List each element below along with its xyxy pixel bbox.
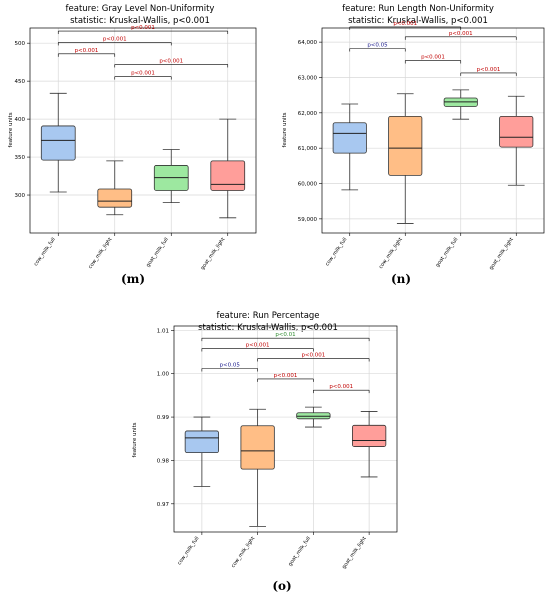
plot-frame xyxy=(173,325,398,533)
chart-title: feature: Gray Level Non-Uniformity xyxy=(66,4,215,14)
y-axis-label: feature units xyxy=(282,112,288,147)
y-tick-label: 0.97 xyxy=(157,502,170,508)
box-goat_milk_light xyxy=(499,115,534,148)
p-value-label: p<0.05 xyxy=(220,363,241,369)
y-tick-label: 1.01 xyxy=(157,328,169,334)
panel-label: (m) xyxy=(121,272,145,286)
y-tick-label: 0.98 xyxy=(157,458,170,464)
box-goat_milk_light xyxy=(351,424,387,447)
x-tick-label: cow_milk_full xyxy=(33,237,57,268)
box-cow_milk_full xyxy=(184,430,219,454)
p-value-label: p<0.001 xyxy=(329,384,353,390)
box-goat_milk_light xyxy=(210,160,246,191)
y-tick-label: 60,000 xyxy=(298,182,318,188)
box-cow_milk_full xyxy=(332,122,367,154)
x-tick-label: goat_milk_light xyxy=(488,237,515,272)
x-tick-label: goat_milk_full xyxy=(435,237,460,269)
x-tick-label: cow_milk_full xyxy=(324,237,348,268)
y-tick-label: 64,000 xyxy=(298,40,318,46)
y-tick-label: 400 xyxy=(15,117,26,123)
plot-area: 0.97 0.98 0.99 1.00 1.01 cow_milk_full cow_mil… xyxy=(157,325,398,571)
y-tick-label: 63,000 xyxy=(298,75,318,81)
p-value-label: p<0.001 xyxy=(449,31,473,37)
p-value-label: p<0.001 xyxy=(159,58,183,64)
p-value-label: p<0.001 xyxy=(103,36,127,42)
x-tick-label: cow_milk_light xyxy=(378,237,404,270)
y-tick-label: 59,000 xyxy=(298,217,318,223)
chart-panel-n: feature: Run Length Non-Uniformity stati… xyxy=(282,4,545,286)
chart-panel-m: feature: Gray Level Non-Uniformity stati… xyxy=(8,4,257,286)
y-tick-label: 500 xyxy=(15,41,26,47)
box-cow_milk_light xyxy=(388,115,423,176)
p-value-label: p<0.01 xyxy=(275,332,295,338)
y-axis-label: feature units xyxy=(132,422,138,457)
y-tick-label: 61,000 xyxy=(298,146,318,152)
panel-label: (o) xyxy=(272,579,291,593)
p-value-label: p<0.001 xyxy=(75,48,99,54)
y-tick-label: 1.00 xyxy=(157,372,170,378)
p-value-label: p<0.05 xyxy=(367,43,388,49)
chart-subtitle: statistic: Kruskal-Wallis, p<0.001 xyxy=(198,323,338,333)
x-tick-label: goat_milk_light xyxy=(200,237,227,272)
p-value-label: p<0.001 xyxy=(274,373,298,379)
chart-subtitle: statistic: Kruskal-Wallis, p<0.001 xyxy=(348,16,488,26)
plot-area: 59,000 60,000 61,000 62,000 63,000 64,000 cow_… xyxy=(298,21,545,272)
y-tick-label: 62,000 xyxy=(298,111,318,117)
box-cow_milk_light xyxy=(240,425,275,470)
box-cow_milk_light xyxy=(97,188,133,208)
y-axis-label: feature units xyxy=(8,112,14,147)
p-value-label: p<0.001 xyxy=(301,353,325,359)
y-tick-label: 350 xyxy=(15,155,26,161)
p-value-label: p<0.001 xyxy=(131,71,155,77)
chart-panel-o: feature: Run Percentage statistic: Krusk… xyxy=(132,311,398,593)
x-tick-label: goat_milk_light xyxy=(341,536,368,571)
chart-title: feature: Run Percentage xyxy=(216,311,319,321)
x-tick-label: cow_milk_light xyxy=(230,536,256,569)
plot-frame xyxy=(29,27,257,234)
plot-area: 300 350 400 450 500 cow_milk_full cow_milk_lig… xyxy=(15,25,257,271)
p-value-label: p<0.001 xyxy=(131,25,155,31)
y-tick-label: 450 xyxy=(15,79,26,85)
x-tick-label: goat_milk_full xyxy=(287,536,312,568)
x-tick-label: goat_milk_full xyxy=(145,237,170,269)
p-value-label: p<0.001 xyxy=(246,343,270,349)
p-value-label: p<0.001 xyxy=(393,21,417,27)
x-tick-label: cow_milk_full xyxy=(177,536,201,567)
y-tick-label: 300 xyxy=(15,193,26,199)
y-tick-label: 0.99 xyxy=(157,415,170,421)
chart-title: feature: Run Length Non-Uniformity xyxy=(342,4,494,14)
panel-label: (n) xyxy=(391,272,411,286)
p-value-label: p<0.001 xyxy=(421,55,445,61)
p-value-label: p<0.001 xyxy=(477,67,501,73)
x-tick-label: cow_milk_light xyxy=(88,237,114,270)
plot-frame xyxy=(321,27,545,234)
box-cow_milk_full xyxy=(40,125,76,161)
chart-subtitle: statistic: Kruskal-Wallis, p<0.001 xyxy=(70,16,210,26)
